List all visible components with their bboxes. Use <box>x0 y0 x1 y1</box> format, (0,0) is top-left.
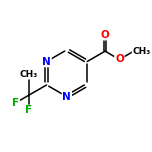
Text: O: O <box>115 54 124 64</box>
Text: O: O <box>101 30 109 40</box>
Text: CH₃: CH₃ <box>133 47 151 56</box>
Text: CH₃: CH₃ <box>20 70 38 79</box>
Text: N: N <box>62 92 71 102</box>
Text: F: F <box>25 105 32 116</box>
Text: N: N <box>42 57 51 67</box>
Text: F: F <box>12 98 19 108</box>
